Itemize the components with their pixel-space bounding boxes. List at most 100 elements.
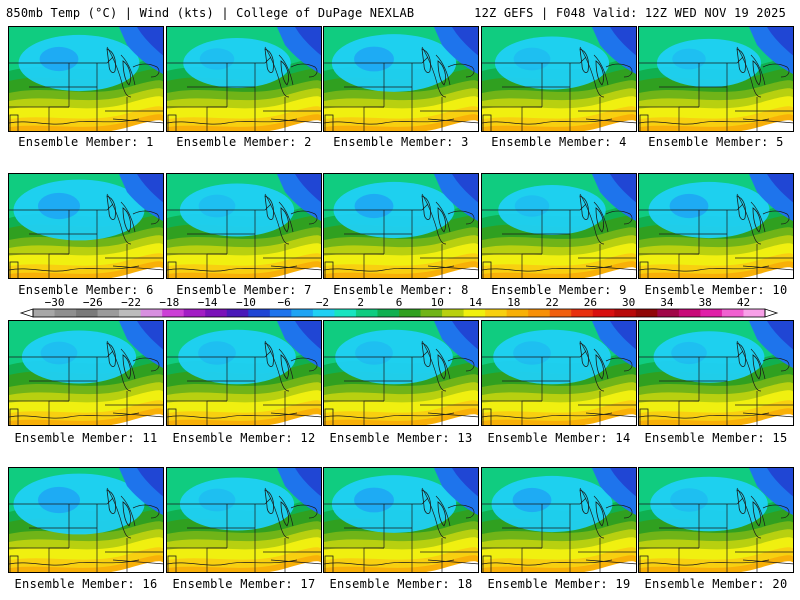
colorbar-left-arrow xyxy=(19,308,34,318)
colorbar-tick-label: −26 xyxy=(82,296,103,309)
ensemble-member-map xyxy=(323,467,479,573)
colorbar-segment xyxy=(140,309,163,317)
ensemble-member-map xyxy=(8,320,164,426)
colorbar-segment xyxy=(678,309,701,317)
colorbar-segment xyxy=(743,309,766,317)
colorbar-tick-label: 30 xyxy=(622,296,636,309)
colorbar-tick-label: −2 xyxy=(315,296,330,309)
ensemble-member-map xyxy=(638,173,794,279)
temperature-map xyxy=(9,174,163,278)
colorbar-tick-label: −30 xyxy=(44,296,65,309)
colorbar-tick-label: 26 xyxy=(583,296,597,309)
colorbar-tick-label: 10 xyxy=(430,296,444,309)
ensemble-member-caption: Ensemble Member: 7 xyxy=(176,283,312,297)
ensemble-member-caption: Ensemble Member: 10 xyxy=(644,283,788,297)
colorbar-tick-label: 18 xyxy=(507,296,521,309)
colorbar-tick-label: −22 xyxy=(121,296,142,309)
colorbar-segment xyxy=(226,309,249,317)
colorbar-tick-label: 42 xyxy=(736,296,751,309)
colorbar-tick-label: 6 xyxy=(395,296,403,309)
colorbar-tick-label: 34 xyxy=(660,296,674,309)
temperature-map xyxy=(9,468,163,572)
header-valid-time: 12Z GEFS | F048 Valid: 12Z WED NOV 19 20… xyxy=(474,6,786,20)
colorbar-tick-label: −10 xyxy=(235,296,256,309)
temperature-colorbar: −30 −26 −22 −18 −14 −10 −6 −2 2 6 10 14 18 22 26 30 34 38… xyxy=(0,296,800,320)
temperature-map xyxy=(9,321,163,425)
colorbar-tick-label: 2 xyxy=(357,296,365,309)
colorbar-segment xyxy=(33,309,56,317)
colorbar-segment xyxy=(399,309,422,317)
ensemble-member-caption: Ensemble Member: 18 xyxy=(329,577,473,591)
temperature-map xyxy=(324,27,478,131)
temperature-map xyxy=(9,27,163,131)
header-title: 850mb Temp (°C) | Wind (kts) | College o… xyxy=(6,6,415,20)
ensemble-member-caption: Ensemble Member: 9 xyxy=(491,283,627,297)
ensemble-member-caption: Ensemble Member: 20 xyxy=(644,577,788,591)
temperature-map xyxy=(482,321,636,425)
ensemble-member-caption: Ensemble Member: 14 xyxy=(487,431,631,445)
temperature-map xyxy=(167,468,321,572)
temperature-map xyxy=(167,174,321,278)
temperature-map xyxy=(639,27,793,131)
temperature-map xyxy=(482,468,636,572)
temperature-map xyxy=(482,27,636,131)
ensemble-member-caption: Ensemble Member: 8 xyxy=(333,283,469,297)
ensemble-member-map xyxy=(481,467,637,573)
colorbar-segment xyxy=(635,309,658,317)
ensemble-member-map xyxy=(638,26,794,132)
ensemble-member-caption: Ensemble Member: 1 xyxy=(18,135,154,149)
temperature-map xyxy=(639,468,793,572)
colorbar-segment xyxy=(205,309,228,317)
ensemble-member-map xyxy=(166,320,322,426)
temperature-map xyxy=(639,321,793,425)
ensemble-member-map xyxy=(481,173,637,279)
temperature-map xyxy=(482,174,636,278)
colorbar-segment xyxy=(183,309,206,317)
ensemble-member-caption: Ensemble Member: 12 xyxy=(172,431,316,445)
colorbar-segment xyxy=(269,309,292,317)
colorbar-segment xyxy=(700,309,723,317)
ensemble-member-map xyxy=(166,26,322,132)
ensemble-member-caption: Ensemble Member: 13 xyxy=(329,431,473,445)
ensemble-member-caption: Ensemble Member: 19 xyxy=(487,577,631,591)
colorbar-segment xyxy=(592,309,615,317)
colorbar-tick-label: −14 xyxy=(197,296,218,309)
ensemble-member-map xyxy=(8,467,164,573)
ensemble-member-map xyxy=(481,320,637,426)
colorbar-segment xyxy=(334,309,357,317)
temperature-map xyxy=(324,174,478,278)
ensemble-member-map xyxy=(8,26,164,132)
colorbar-right-arrow xyxy=(764,308,779,318)
temperature-map xyxy=(167,27,321,131)
ensemble-member-caption: Ensemble Member: 3 xyxy=(333,135,469,149)
colorbar-segment xyxy=(355,309,378,317)
ensemble-member-caption: Ensemble Member: 5 xyxy=(648,135,784,149)
colorbar-segment xyxy=(420,309,443,317)
colorbar-tick-label: −18 xyxy=(159,296,180,309)
colorbar-segment xyxy=(76,309,99,317)
temperature-map xyxy=(324,321,478,425)
colorbar-segment xyxy=(549,309,572,317)
ensemble-member-map xyxy=(166,173,322,279)
header: 850mb Temp (°C) | Wind (kts) | College o… xyxy=(0,0,800,24)
colorbar-segment xyxy=(614,309,637,317)
colorbar-tick-label: 14 xyxy=(468,296,483,309)
ensemble-member-map xyxy=(323,173,479,279)
colorbar-segment xyxy=(291,309,314,317)
ensemble-member-caption: Ensemble Member: 4 xyxy=(491,135,627,149)
colorbar-segment xyxy=(119,309,142,317)
ensemble-member-caption: Ensemble Member: 16 xyxy=(14,577,158,591)
colorbar-segment xyxy=(657,309,680,317)
colorbar-segment xyxy=(506,309,529,317)
colorbar-segment xyxy=(528,309,551,317)
ensemble-member-caption: Ensemble Member: 6 xyxy=(18,283,154,297)
ensemble-member-map xyxy=(323,320,479,426)
colorbar-segment xyxy=(312,309,335,317)
colorbar-tick-label: −6 xyxy=(277,296,291,309)
colorbar-tick-label: 22 xyxy=(545,296,559,309)
ensemble-member-map xyxy=(481,26,637,132)
colorbar-segment xyxy=(721,309,744,317)
ensemble-member-caption: Ensemble Member: 11 xyxy=(14,431,158,445)
colorbar-segment xyxy=(162,309,185,317)
colorbar-tick-label: 38 xyxy=(698,296,712,309)
